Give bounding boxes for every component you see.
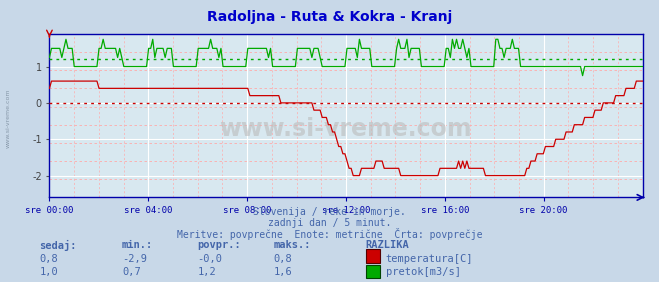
Text: Slovenija / reke in morje.: Slovenija / reke in morje. [253, 207, 406, 217]
Text: min.:: min.: [122, 240, 153, 250]
Text: RAZLIKA: RAZLIKA [366, 240, 409, 250]
Text: Radoljna - Ruta & Kokra - Kranj: Radoljna - Ruta & Kokra - Kranj [207, 10, 452, 24]
Text: 1,6: 1,6 [273, 267, 292, 277]
Text: www.si-vreme.com: www.si-vreme.com [219, 117, 473, 141]
Text: 1,0: 1,0 [40, 267, 58, 277]
Text: 1,2: 1,2 [198, 267, 216, 277]
Text: -2,9: -2,9 [122, 254, 147, 264]
Text: sedaj:: sedaj: [40, 240, 77, 251]
Text: 0,8: 0,8 [40, 254, 58, 264]
Text: temperatura[C]: temperatura[C] [386, 254, 473, 264]
Text: Meritve: povprečne  Enote: metrične  Črta: povprečje: Meritve: povprečne Enote: metrične Črta:… [177, 228, 482, 240]
Text: pretok[m3/s]: pretok[m3/s] [386, 267, 461, 277]
Text: maks.:: maks.: [273, 240, 311, 250]
Text: www.si-vreme.com: www.si-vreme.com [6, 89, 11, 148]
Text: povpr.:: povpr.: [198, 240, 241, 250]
Text: 0,8: 0,8 [273, 254, 292, 264]
Text: -0,0: -0,0 [198, 254, 223, 264]
Text: zadnji dan / 5 minut.: zadnji dan / 5 minut. [268, 218, 391, 228]
Text: 0,7: 0,7 [122, 267, 140, 277]
